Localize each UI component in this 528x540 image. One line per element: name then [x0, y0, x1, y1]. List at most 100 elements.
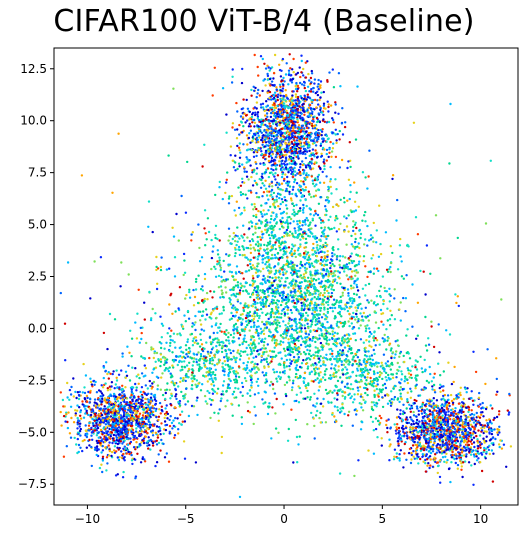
scatter-point: [412, 420, 415, 423]
scatter-point: [303, 132, 306, 135]
scatter-point: [296, 84, 300, 88]
scatter-point: [460, 468, 463, 471]
scatter-point: [239, 302, 242, 305]
scatter-point: [93, 412, 97, 416]
scatter-point: [284, 137, 287, 140]
scatter-point: [122, 435, 125, 438]
scatter-point: [484, 457, 487, 460]
scatter-point: [395, 452, 398, 455]
scatter-point: [422, 429, 425, 432]
scatter-point: [291, 145, 294, 149]
scatter-point: [239, 151, 242, 154]
scatter-point: [306, 396, 309, 399]
scatter-point: [211, 94, 214, 97]
scatter-point: [151, 441, 155, 445]
scatter-point: [285, 121, 288, 124]
scatter-point: [261, 215, 264, 218]
scatter-point: [163, 420, 167, 423]
scatter-point: [294, 126, 297, 129]
scatter-point: [263, 243, 266, 247]
scatter-point: [424, 421, 427, 425]
scatter-point: [265, 151, 268, 154]
scatter-point: [313, 392, 316, 395]
scatter-point: [270, 164, 273, 167]
scatter-point: [471, 432, 475, 435]
scatter-point: [136, 407, 140, 411]
scatter-point: [313, 98, 317, 102]
scatter-point: [244, 114, 248, 117]
scatter-point: [458, 434, 462, 437]
scatter-point: [316, 136, 319, 139]
scatter-point: [128, 452, 131, 456]
scatter-point: [237, 146, 241, 149]
scatter-point: [386, 402, 390, 405]
scatter-point: [114, 434, 118, 437]
scatter-point: [267, 198, 270, 201]
scatter-point: [287, 114, 290, 118]
scatter-point: [338, 263, 341, 267]
scatter-point: [402, 403, 405, 406]
scatter-point: [254, 113, 257, 117]
chart-title: CIFAR100 ViT-B/4 (Baseline): [53, 4, 475, 39]
scatter-point: [312, 139, 315, 143]
scatter-point: [264, 134, 267, 137]
scatter-point: [249, 394, 252, 398]
scatter-point: [270, 193, 273, 196]
scatter-point: [135, 427, 138, 430]
scatter-point: [180, 423, 183, 426]
scatter-point: [287, 322, 290, 325]
scatter-point: [284, 118, 287, 121]
scatter-point: [307, 190, 310, 193]
scatter-point: [276, 104, 279, 108]
scatter-point: [386, 339, 389, 342]
scatter-point: [322, 90, 325, 94]
scatter-point: [319, 128, 322, 132]
scatter-point: [289, 78, 292, 81]
scatter-point: [102, 376, 106, 380]
scatter-point: [320, 154, 324, 158]
scatter-point: [168, 424, 172, 428]
scatter-point: [76, 391, 80, 394]
scatter-point: [194, 461, 198, 464]
scatter-point: [259, 147, 262, 150]
scatter-point: [416, 434, 419, 437]
scatter-point: [508, 392, 511, 396]
scatter-point: [441, 414, 444, 417]
scatter-point: [280, 277, 283, 280]
scatter-point: [273, 91, 277, 94]
scatter-point: [294, 121, 297, 124]
scatter-point: [135, 414, 138, 417]
scatter-point: [246, 323, 249, 327]
scatter-point: [136, 452, 139, 455]
scatter-point: [217, 274, 221, 278]
scatter-point: [160, 422, 163, 425]
scatter-point: [262, 79, 265, 82]
scatter-point: [419, 457, 422, 461]
scatter-point: [482, 406, 485, 410]
scatter-point: [262, 254, 265, 257]
scatter-point: [127, 414, 130, 417]
scatter-point: [311, 167, 315, 170]
scatter-point: [247, 148, 250, 151]
scatter-point: [137, 401, 140, 405]
scatter-point: [396, 423, 399, 426]
scatter-point: [301, 160, 304, 163]
scatter-point: [301, 124, 305, 127]
scatter-point: [248, 110, 251, 114]
scatter-point: [257, 74, 260, 77]
scatter-point: [316, 338, 319, 341]
scatter-point: [437, 406, 440, 410]
scatter-point: [291, 192, 294, 196]
scatter-point: [444, 413, 447, 417]
scatter-point: [91, 408, 94, 411]
scatter-point: [458, 452, 461, 455]
scatter-point: [425, 413, 428, 416]
scatter-point: [438, 443, 442, 447]
scatter-point: [350, 270, 354, 273]
scatter-point: [452, 432, 455, 435]
scatter-point: [488, 432, 491, 435]
scatter-point: [313, 82, 316, 85]
scatter-point: [321, 170, 324, 174]
scatter-point: [264, 158, 267, 161]
scatter-point: [246, 107, 250, 111]
